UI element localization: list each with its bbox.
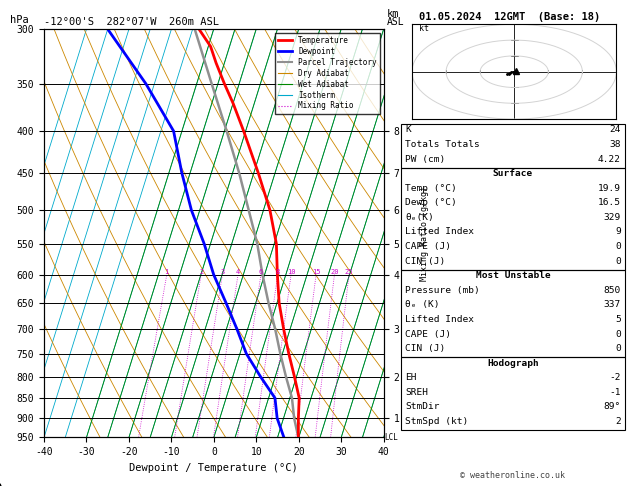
- Text: SREH: SREH: [405, 388, 428, 397]
- Text: -12°00'S  282°07'W  260m ASL: -12°00'S 282°07'W 260m ASL: [44, 17, 219, 27]
- Text: 5: 5: [615, 315, 621, 324]
- Text: 15: 15: [312, 269, 320, 275]
- Text: -2: -2: [610, 373, 621, 382]
- Text: 6: 6: [259, 269, 263, 275]
- Text: 16.5: 16.5: [598, 198, 621, 208]
- Text: LCL: LCL: [384, 433, 398, 442]
- Text: 8: 8: [276, 269, 280, 275]
- Text: CIN (J): CIN (J): [405, 257, 445, 266]
- Text: -1: -1: [610, 388, 621, 397]
- Text: 2: 2: [199, 269, 203, 275]
- Text: Totals Totals: Totals Totals: [405, 140, 480, 149]
- Text: 337: 337: [604, 300, 621, 310]
- Legend: Temperature, Dewpoint, Parcel Trajectory, Dry Adiabat, Wet Adiabat, Isotherm, Mi: Temperature, Dewpoint, Parcel Trajectory…: [276, 33, 380, 114]
- Text: 0: 0: [615, 242, 621, 251]
- X-axis label: Dewpoint / Temperature (°C): Dewpoint / Temperature (°C): [130, 463, 298, 473]
- Text: kt: kt: [419, 24, 429, 33]
- Text: hPa: hPa: [10, 15, 29, 25]
- Text: K: K: [405, 125, 411, 135]
- Text: 10: 10: [287, 269, 295, 275]
- Text: 38: 38: [610, 140, 621, 149]
- Text: Lifted Index: Lifted Index: [405, 227, 474, 237]
- Text: 24: 24: [610, 125, 621, 135]
- Text: CAPE (J): CAPE (J): [405, 242, 451, 251]
- Text: ASL: ASL: [387, 17, 404, 27]
- Text: Surface: Surface: [493, 169, 533, 178]
- Text: 9: 9: [615, 227, 621, 237]
- Text: PW (cm): PW (cm): [405, 155, 445, 164]
- Text: km: km: [387, 9, 399, 19]
- Text: © weatheronline.co.uk: © weatheronline.co.uk: [460, 471, 565, 480]
- Text: 0: 0: [615, 330, 621, 339]
- Text: 01.05.2024  12GMT  (Base: 18): 01.05.2024 12GMT (Base: 18): [419, 12, 600, 22]
- Text: Dewp (°C): Dewp (°C): [405, 198, 457, 208]
- Text: 1: 1: [165, 269, 169, 275]
- Text: θₑ(K): θₑ(K): [405, 213, 434, 222]
- Text: StmSpd (kt): StmSpd (kt): [405, 417, 469, 426]
- Text: Most Unstable: Most Unstable: [476, 271, 550, 280]
- Text: 329: 329: [604, 213, 621, 222]
- Text: Mixing Ratio (g/kg): Mixing Ratio (g/kg): [420, 186, 429, 281]
- Text: 89°: 89°: [604, 402, 621, 412]
- Text: 0: 0: [615, 257, 621, 266]
- Text: θₑ (K): θₑ (K): [405, 300, 440, 310]
- Text: 4: 4: [236, 269, 240, 275]
- Text: EH: EH: [405, 373, 416, 382]
- Text: 0: 0: [615, 344, 621, 353]
- Text: 20: 20: [330, 269, 338, 275]
- Text: Temp (°C): Temp (°C): [405, 184, 457, 193]
- Text: 4.22: 4.22: [598, 155, 621, 164]
- Text: 19.9: 19.9: [598, 184, 621, 193]
- Text: 25: 25: [345, 269, 353, 275]
- Text: 850: 850: [604, 286, 621, 295]
- Text: Pressure (mb): Pressure (mb): [405, 286, 480, 295]
- Text: Lifted Index: Lifted Index: [405, 315, 474, 324]
- Text: CIN (J): CIN (J): [405, 344, 445, 353]
- Text: StmDir: StmDir: [405, 402, 440, 412]
- Text: CAPE (J): CAPE (J): [405, 330, 451, 339]
- Text: 2: 2: [615, 417, 621, 426]
- Text: 3: 3: [220, 269, 225, 275]
- Text: Hodograph: Hodograph: [487, 359, 539, 368]
